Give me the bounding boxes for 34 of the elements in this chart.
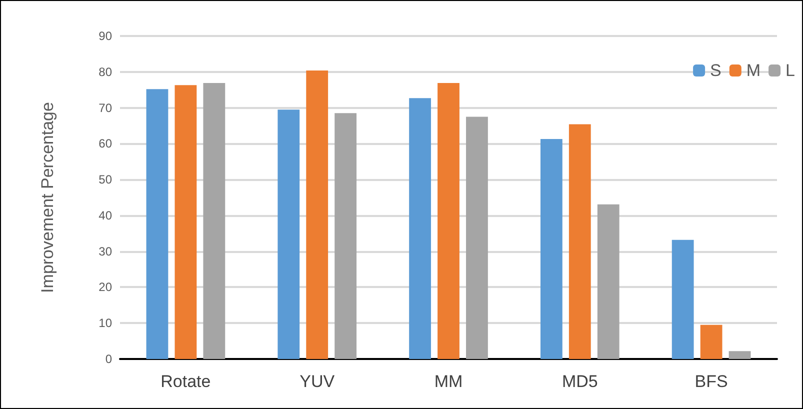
bar	[728, 351, 751, 359]
bar	[306, 70, 328, 359]
y-tick-label: 40	[98, 208, 112, 222]
bar	[334, 113, 357, 359]
y-tick-label: 90	[98, 29, 112, 43]
legend-label: S	[710, 61, 722, 80]
bar	[174, 85, 197, 359]
bar	[203, 83, 226, 359]
bar	[146, 89, 168, 359]
x-tick-label: MD5	[562, 372, 598, 391]
y-tick-label: 80	[98, 64, 112, 79]
y-tick-label: 10	[98, 316, 112, 330]
bar	[568, 124, 591, 359]
y-tick-label: 30	[98, 244, 112, 258]
bar	[466, 116, 488, 359]
bar	[672, 240, 694, 359]
y-axis-title: Improvement Percentage	[38, 102, 57, 293]
bar	[409, 98, 431, 359]
bar	[700, 324, 722, 359]
bar	[597, 204, 620, 359]
y-tick-label: 0	[105, 352, 112, 366]
y-tick-label: 70	[98, 100, 112, 115]
legend-label: L	[786, 61, 796, 80]
x-tick-label: MM	[434, 372, 463, 391]
bar	[540, 139, 562, 359]
bar	[278, 110, 300, 359]
y-tick-label: 60	[98, 136, 112, 151]
y-tick-label: 50	[98, 172, 112, 187]
x-tick-label: YUV	[300, 372, 336, 391]
bar	[438, 83, 460, 359]
legend-label: M	[746, 61, 761, 80]
y-tick-label: 20	[98, 280, 112, 294]
x-tick-label: Rotate	[160, 372, 211, 391]
x-tick-label: BFS	[694, 372, 728, 391]
